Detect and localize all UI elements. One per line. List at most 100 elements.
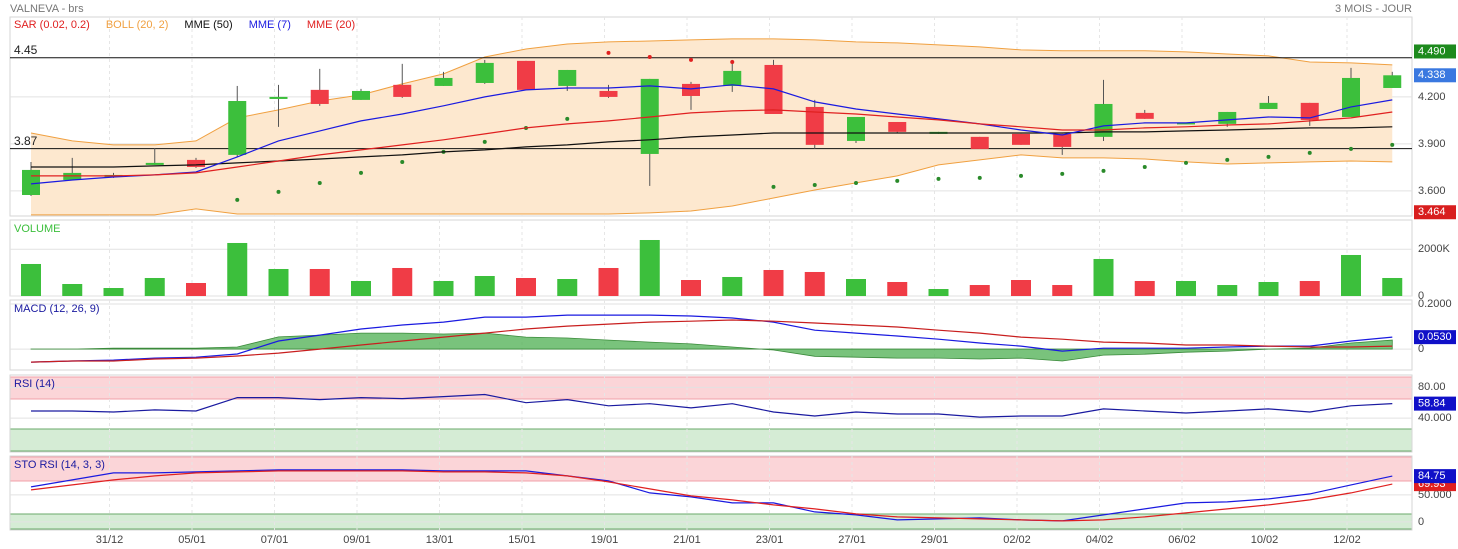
candle-body [970, 136, 989, 149]
y-tick-label: 3.600 [1418, 185, 1446, 197]
volume-bar [639, 239, 660, 296]
panel-title: VOLUME [14, 223, 60, 235]
sar-dot [276, 189, 281, 194]
level-label: 3.87 [14, 134, 38, 148]
candle-body [558, 69, 577, 86]
volume-bar [1258, 281, 1279, 296]
volume-bar [144, 277, 165, 296]
volume-bar [681, 280, 701, 296]
panel-title: MACD (12, 26, 9) [14, 303, 100, 315]
volume-bar [1011, 280, 1031, 296]
volume-bar [1093, 258, 1114, 296]
indicator-line [31, 393, 1393, 418]
volume-bar [186, 282, 206, 296]
x-tick-label: 27/01 [838, 534, 866, 546]
indicator-line [30, 470, 1393, 522]
sar-dot [1225, 157, 1230, 162]
candle-body [228, 100, 247, 155]
y-tick-label: 4.200 [1418, 91, 1446, 103]
volume-bar [351, 280, 371, 296]
y-tick-label: 3.900 [1418, 138, 1446, 150]
volume-bar [1052, 285, 1073, 296]
volume-bar [268, 268, 289, 296]
value-box [1414, 205, 1456, 220]
x-tick-label: 19/01 [591, 534, 619, 546]
volume-bar [516, 277, 536, 296]
candle-body [1300, 102, 1319, 120]
sar-dot [1390, 142, 1395, 147]
candle-body [723, 70, 742, 86]
panel-title: RSI (14) [14, 378, 55, 390]
sar-dot [895, 178, 900, 183]
panel-frame [9, 455, 1413, 531]
y-tick-label: 0 [1418, 516, 1424, 528]
value-box-label: 4.490 [1418, 45, 1446, 57]
sar-dot [977, 175, 982, 180]
sar-dot [730, 59, 735, 64]
candle-body [1177, 122, 1195, 125]
sar-dot [235, 197, 240, 202]
sar-dot [647, 54, 652, 59]
volume-bar [969, 285, 990, 296]
x-tick-label: 23/01 [756, 534, 784, 546]
overbought-band [9, 456, 1413, 482]
volume-bar [1176, 280, 1196, 296]
x-tick-label: 21/01 [673, 534, 701, 546]
volume-bar [1341, 254, 1361, 296]
moving-average [31, 109, 1393, 177]
candle-body [599, 90, 618, 97]
panel-frame [9, 374, 1413, 453]
sar-dot [812, 182, 817, 187]
x-tick-label: 09/01 [343, 534, 371, 546]
volume-bar [1134, 280, 1155, 296]
y-tick-label: 0 [1418, 290, 1424, 302]
indicator-line [30, 314, 1393, 363]
candle-body [1342, 77, 1360, 117]
sar-dot [1307, 150, 1312, 155]
candle-body [1135, 112, 1154, 119]
candle-body [847, 116, 865, 141]
level-label: 4.45 [14, 43, 38, 57]
candle-body [22, 169, 40, 196]
value-box-label: 0.0530 [1418, 331, 1452, 343]
x-tick-label: 31/12 [96, 534, 124, 546]
x-tick-label: 05/01 [178, 534, 206, 546]
candle-body [475, 62, 494, 83]
overbought-band [9, 376, 1413, 400]
value-box-label: 4.338 [1418, 69, 1446, 81]
sar-dot [1019, 173, 1023, 178]
x-tick-label: 07/01 [261, 534, 289, 546]
value-box-label: 3.464 [1418, 206, 1446, 218]
volume-bar [722, 276, 743, 296]
candle-body [352, 90, 370, 100]
candle-body [434, 77, 453, 86]
sar-dot [482, 139, 487, 144]
candle-body [1012, 133, 1030, 145]
y-tick-label: 0 [1418, 343, 1424, 355]
moving-average [30, 84, 1393, 185]
x-tick-label: 02/02 [1003, 534, 1031, 546]
y-tick-label: 80.00 [1418, 381, 1446, 393]
y-tick-label: 0.2000 [1418, 298, 1452, 310]
legend-entry: MME (20) [307, 19, 355, 31]
sar-dot [854, 180, 858, 185]
candle-body [269, 96, 288, 99]
volume-bar [433, 280, 454, 296]
candle-body [1383, 75, 1402, 88]
x-tick-label: 29/01 [921, 534, 949, 546]
panel-frame [9, 219, 1413, 297]
sar-dot [1142, 164, 1147, 169]
volume-bar [227, 242, 248, 296]
value-box [1414, 44, 1456, 59]
band-fill [31, 38, 1393, 215]
candle-body [805, 106, 824, 145]
x-tick-label: 06/02 [1168, 534, 1196, 546]
x-tick-label: 10/02 [1251, 534, 1279, 546]
y-tick-label: 2000K [1418, 243, 1450, 255]
sar-dot [1184, 160, 1188, 165]
oversold-band [9, 428, 1413, 452]
candle-body [888, 121, 907, 132]
volume-bar [846, 278, 866, 296]
candle-body [1053, 133, 1072, 147]
candle-body [682, 83, 700, 96]
